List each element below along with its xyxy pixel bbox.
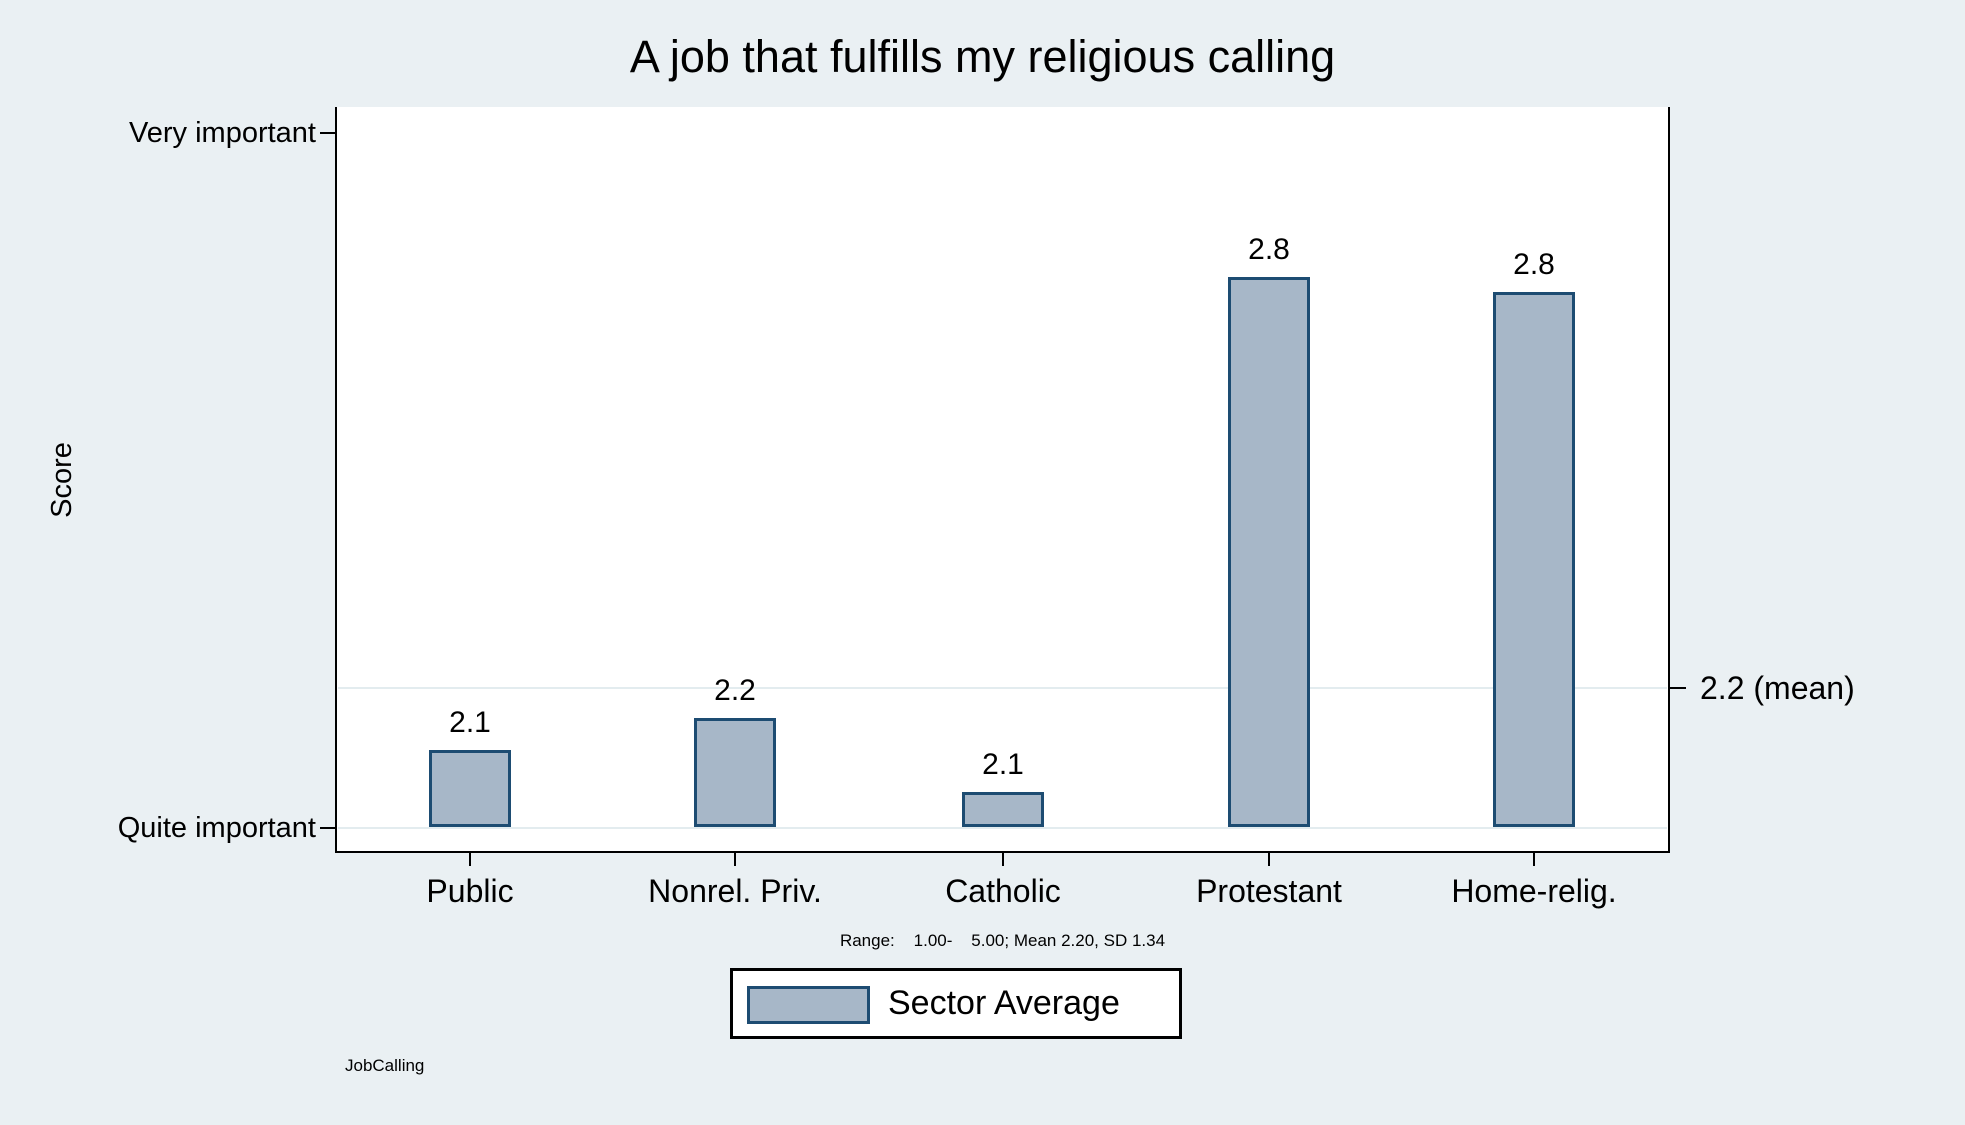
mean-tick <box>1670 687 1686 689</box>
bar <box>1493 292 1575 827</box>
bar-value-label: 2.1 <box>449 706 491 739</box>
y-axis-tick <box>320 827 336 829</box>
bar <box>962 792 1044 827</box>
x-axis-line <box>335 851 1670 853</box>
y-gridline <box>338 827 1667 829</box>
y-axis-line <box>335 107 337 853</box>
x-category-label: Nonrel. Priv. <box>648 873 822 909</box>
bar-value-label: 2.2 <box>714 674 756 707</box>
x-category-label: Catholic <box>945 873 1061 909</box>
legend-swatch <box>747 986 870 1024</box>
bar-value-label: 2.1 <box>982 748 1024 781</box>
bar <box>429 750 511 827</box>
mean-gridline <box>338 687 1667 689</box>
y-axis-title: Score <box>46 442 78 518</box>
x-axis-tick <box>1268 853 1270 866</box>
chart-title: A job that fulfills my religious calling <box>629 31 1336 82</box>
plot-area <box>337 107 1668 851</box>
y-tick-label: Quite important <box>117 812 316 844</box>
bar-value-label: 2.8 <box>1513 248 1555 281</box>
y-axis-tick <box>320 132 336 134</box>
stats-note: Range: 1.00- 5.00; Mean 2.20, SD 1.34 <box>839 931 1166 950</box>
right-axis-line <box>1668 107 1670 853</box>
x-category-label: Protestant <box>1196 873 1342 909</box>
x-axis-tick <box>469 853 471 866</box>
caption: JobCalling <box>345 1056 425 1075</box>
x-axis-tick <box>1002 853 1004 866</box>
x-axis-tick <box>1533 853 1535 866</box>
x-axis-tick <box>734 853 736 866</box>
mean-label: 2.2 (mean) <box>1700 670 1855 706</box>
bar <box>694 718 776 827</box>
x-category-label: Public <box>426 873 514 909</box>
legend-label: Sector Average <box>888 984 1120 1022</box>
y-tick-label: Very important <box>129 117 316 149</box>
legend: Sector Average <box>730 968 1182 1039</box>
x-category-label: Home-relig. <box>1451 873 1617 909</box>
bar <box>1228 277 1310 827</box>
bar-value-label: 2.8 <box>1248 233 1290 266</box>
